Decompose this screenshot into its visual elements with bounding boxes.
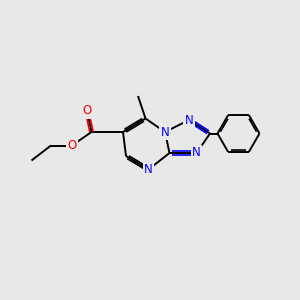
Text: N: N (160, 125, 169, 139)
Text: O: O (68, 139, 76, 152)
Text: O: O (82, 104, 91, 118)
Text: N: N (184, 113, 194, 127)
Text: N: N (192, 146, 201, 160)
Text: N: N (144, 163, 153, 176)
